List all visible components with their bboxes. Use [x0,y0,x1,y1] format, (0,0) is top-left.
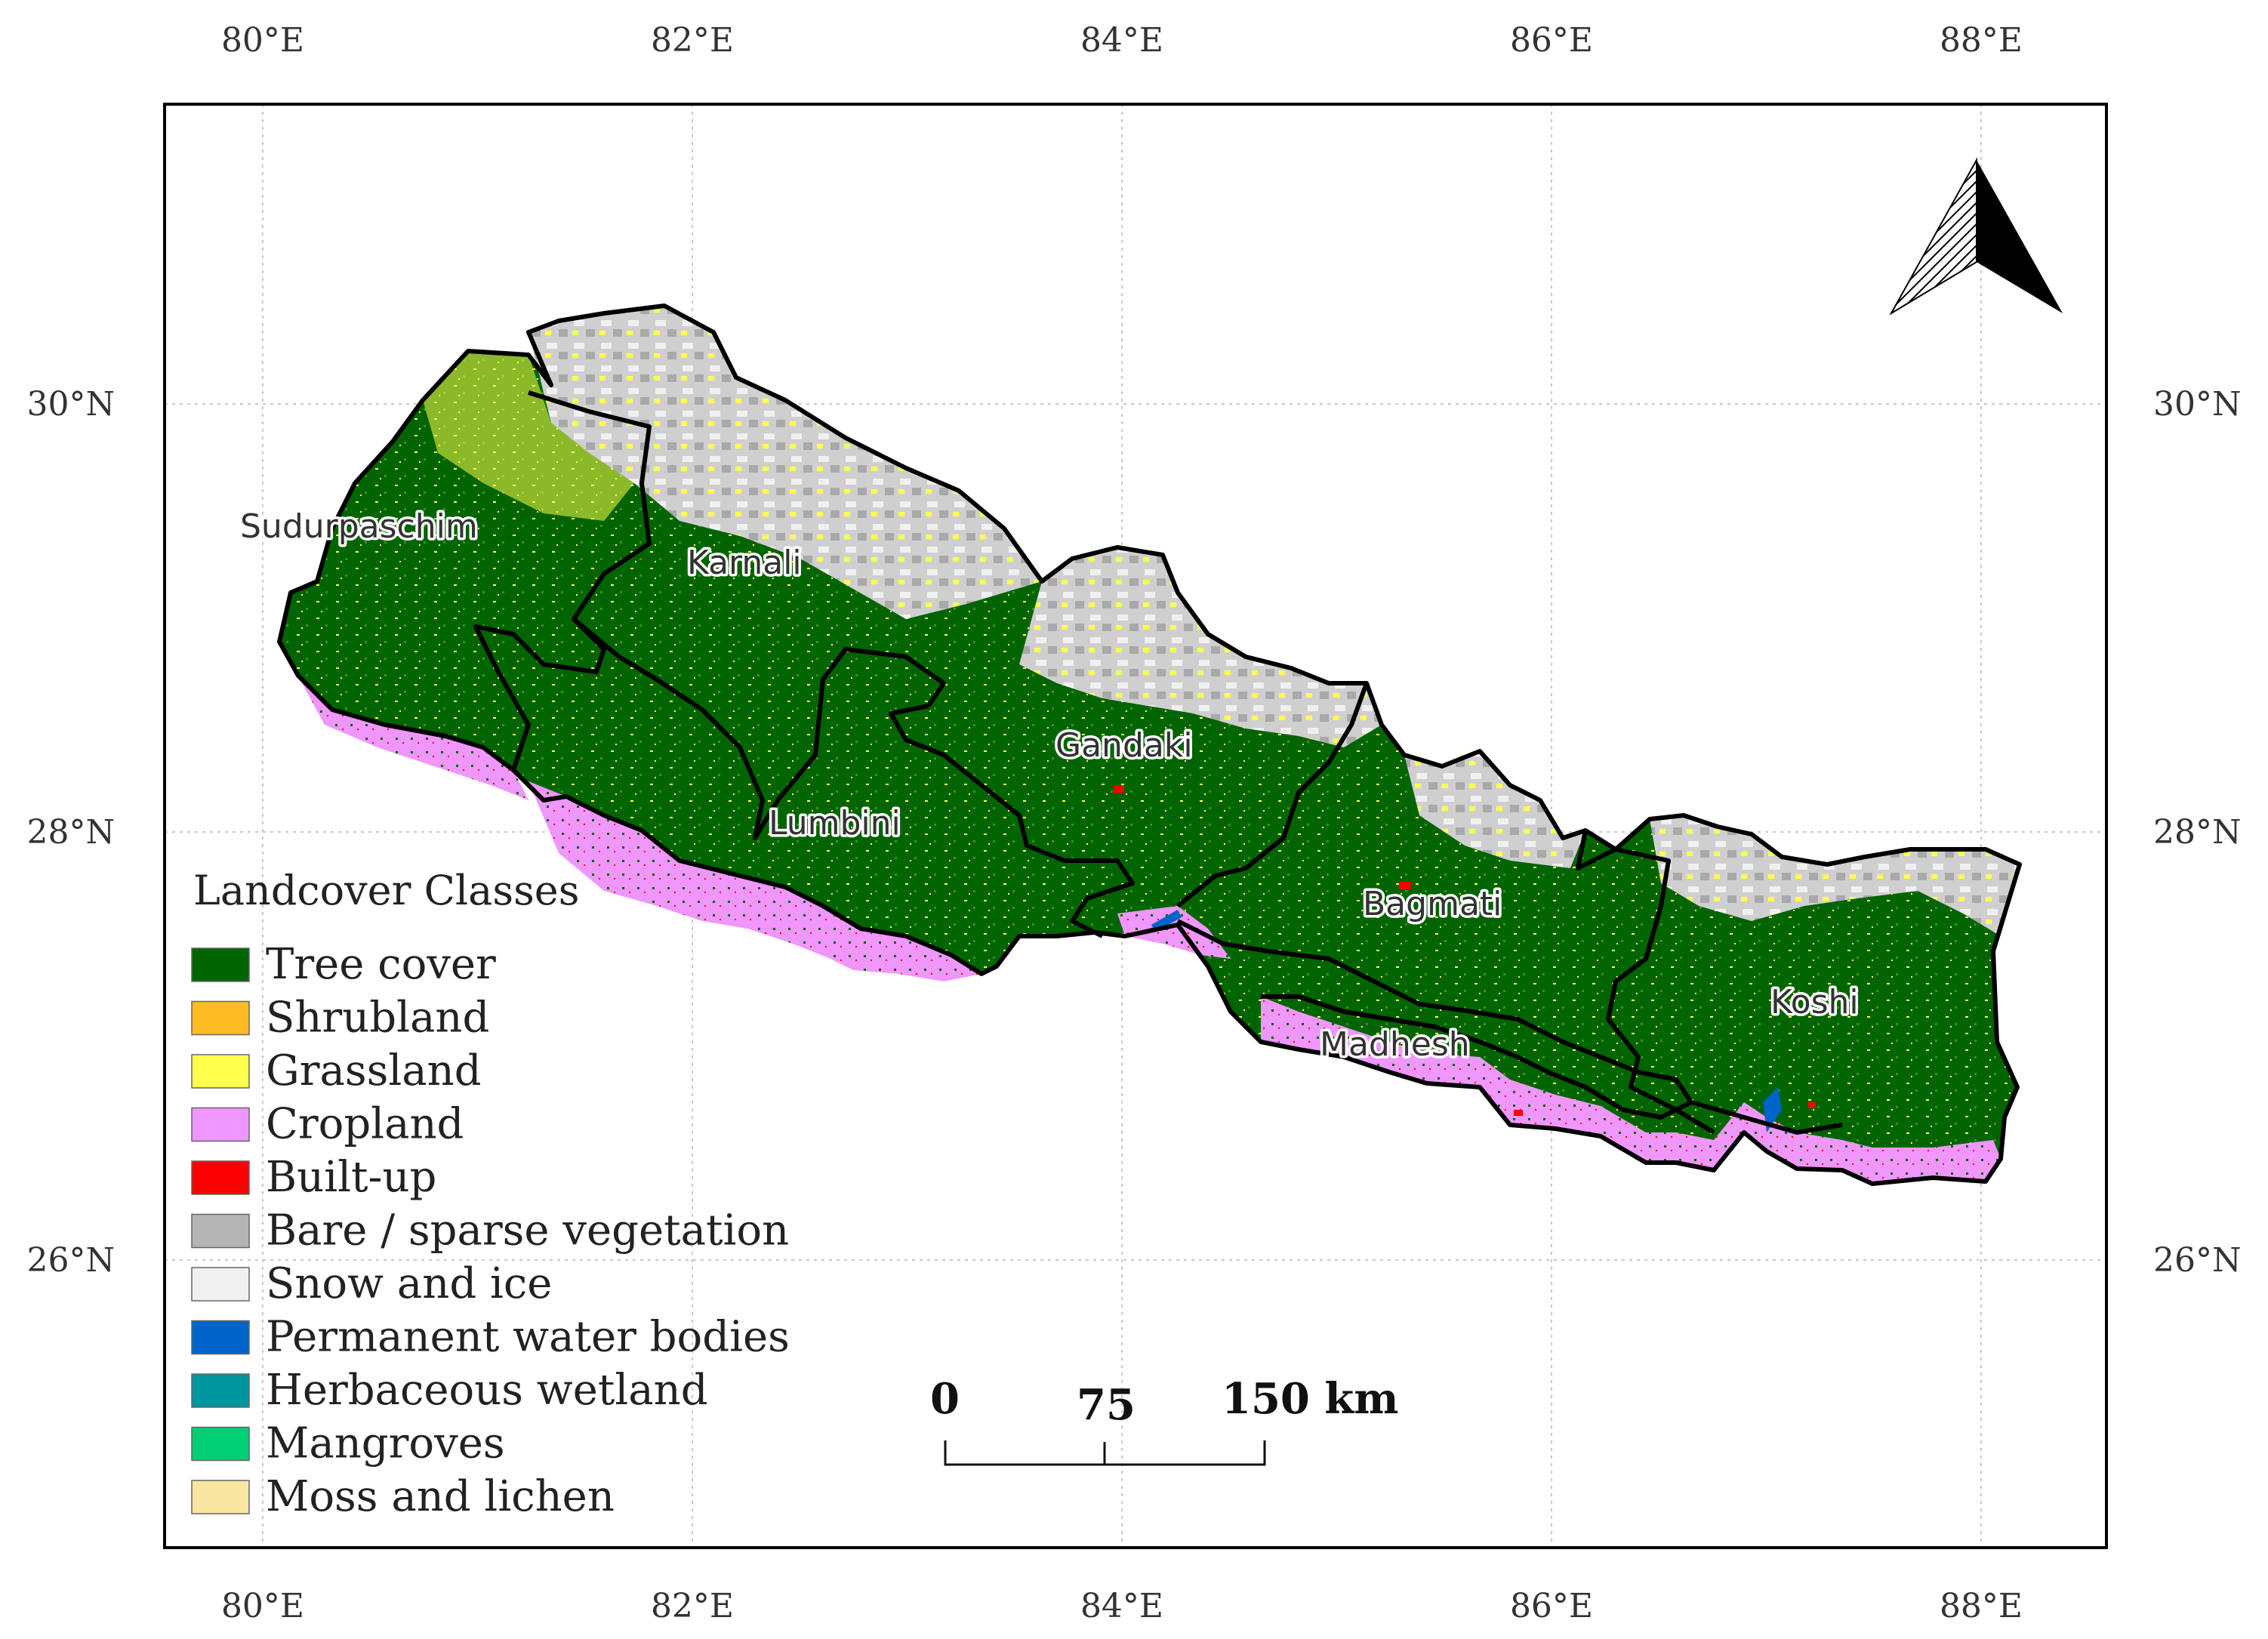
legend-label: Grassland [266,1046,482,1095]
scale-bar: 0 75 150 km [930,1374,1398,1466]
border-madhesh [1176,919,1693,1120]
legend-item: Cropland [191,1100,464,1149]
legend-label: Cropland [266,1100,464,1149]
legend-item: Herbaceous wetland [191,1366,708,1415]
legend-item: Grassland [191,1046,482,1095]
lon-top-80: 80°E [221,21,304,60]
region-label-koshi: Koshi [1770,983,1859,1021]
terai-cropland-middle [1117,906,1231,959]
region-label-sudurpaschim: Sudurpaschim [240,507,478,546]
legend-label: Built-up [266,1153,436,1202]
border-lumbini-gandaki [889,704,1135,938]
coordinate-labels: 80°E 82°E 84°E 86°E 88°E 80°E 82°E 84°E … [27,21,2242,1625]
built-up-spot [1514,1110,1523,1116]
lat-right-30: 30°N [2153,385,2242,424]
legend-swatch [191,1107,250,1142]
border-gandaki-bagmati [1176,682,1369,908]
lat-right-26: 26°N [2153,1241,2242,1280]
lon-top-82: 82°E [651,21,734,60]
lat-right-28: 28°N [2153,813,2242,852]
scale-label-0: 0 [930,1374,960,1424]
map-frame [163,103,2108,1549]
north-arrow-icon [1889,157,2063,316]
legend-swatch [191,1426,250,1462]
legend-label: Snow and ice [266,1259,552,1308]
legend-label: Herbaceous wetland [266,1366,708,1415]
western-grassland [423,351,634,521]
legend: Landcover Classes Tree cover ShrublandGra… [191,867,790,1521]
region-label-madhesh: Madhesh [1320,1025,1470,1064]
legend-swatch [191,947,250,982]
koshi-snow [1650,815,2020,936]
legend-swatch [191,1480,250,1514]
legend-swatch [191,1373,250,1408]
built-up-spot [1114,785,1124,793]
terai-cropland-west [279,642,528,800]
legend-swatch [191,1320,250,1355]
region-label-karnali: Karnali [687,544,802,582]
gandaki-snow [1019,547,1382,747]
country-outline [277,303,2022,1186]
legend-item: Permanent water bodies [191,1313,790,1362]
legend-title: Landcover Classes [193,867,579,914]
border-bagmati-koshi [1576,830,1715,1135]
scale-label-75: 75 [1077,1380,1136,1430]
lon-bottom-80: 80°E [221,1587,304,1625]
legend-item: Moss and lichen [191,1472,615,1521]
legend-item: Shrubland [191,994,489,1043]
lon-top-88: 88°E [1940,21,2023,60]
region-labels: Sudurpaschim Karnali Gandaki Lumbini Bag… [238,505,1862,1067]
legend-label: Bare / sparse vegetation [266,1206,789,1255]
water-body [1763,1087,1782,1132]
legend-item: Tree cover [191,940,496,989]
terai-cropland-east [1261,997,2001,1184]
legend-swatch [191,1054,250,1089]
lon-bottom-88: 88°E [1940,1587,2023,1625]
legend-label: Shrubland [266,994,489,1043]
lat-left-30: 30°N [27,385,116,424]
built-up-spot [1399,882,1411,889]
lon-bottom-82: 82°E [651,1587,734,1625]
legend-swatch [191,1160,250,1195]
lon-top-86: 86°E [1510,21,1593,60]
legend-label: Moss and lichen [266,1472,615,1521]
scale-label-150km: 150 km [1222,1374,1398,1424]
northern-snow-belt [528,306,1042,619]
built-up-spot [1808,1102,1816,1108]
legend-label: Permanent water bodies [266,1313,790,1362]
legend-item: Mangroves [191,1419,505,1468]
lat-left-28: 28°N [27,813,116,852]
legend-swatch [191,1000,250,1036]
bagmati-snow [1404,751,1585,868]
region-label-bagmati: Bagmati [1363,885,1502,923]
legend-item: Bare / sparse vegetation [191,1206,789,1255]
legend-item: Built-up [191,1153,436,1202]
region-label-gandaki: Gandaki [1055,726,1193,765]
lon-bottom-84: 84°E [1080,1587,1163,1625]
border-sudurpaschim-karnali [473,390,652,771]
legend-item: Snow and ice [191,1259,552,1308]
graticule [165,104,2106,1548]
border-karnali-lumbini [572,617,946,840]
legend-swatch [191,1267,250,1302]
legend-label: Mangroves [266,1419,505,1468]
region-label-lumbini: Lumbini [769,804,901,843]
border-koshi-madhesh [1690,1100,1843,1135]
lon-bottom-86: 86°E [1510,1587,1593,1625]
legend-label: Tree cover [266,940,496,989]
lon-top-84: 84°E [1080,21,1163,60]
province-boundaries [277,303,2022,1186]
lat-left-26: 26°N [27,1241,116,1280]
legend-swatch [191,1213,250,1249]
